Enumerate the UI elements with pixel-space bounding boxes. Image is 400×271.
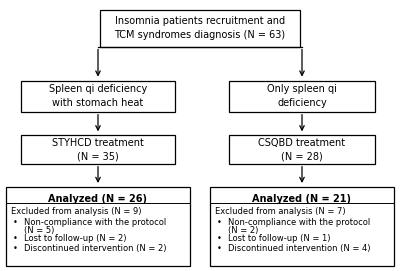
Text: Non-compliance with the protocol: Non-compliance with the protocol <box>24 218 166 227</box>
Text: Excluded from analysis (N = 9): Excluded from analysis (N = 9) <box>11 207 141 216</box>
Bar <box>6 187 190 266</box>
Bar <box>229 81 375 112</box>
Bar <box>21 135 175 164</box>
Text: (N = 5): (N = 5) <box>24 226 54 235</box>
Text: Discontinued intervention (N = 4): Discontinued intervention (N = 4) <box>228 244 370 253</box>
Text: Discontinued intervention (N = 2): Discontinued intervention (N = 2) <box>24 244 166 253</box>
Text: Lost to follow-up (N = 1): Lost to follow-up (N = 1) <box>228 234 330 243</box>
Text: •: • <box>13 244 18 253</box>
Bar <box>100 10 300 47</box>
Bar <box>210 187 394 266</box>
Text: CSQBD treatment
(N = 28): CSQBD treatment (N = 28) <box>258 138 346 162</box>
Text: Only spleen qi
deficiency: Only spleen qi deficiency <box>267 84 337 108</box>
Text: STYHCD treatment
(N = 35): STYHCD treatment (N = 35) <box>52 138 144 162</box>
Text: Insomnia patients recruitment and
TCM syndromes diagnosis (N = 63): Insomnia patients recruitment and TCM sy… <box>114 17 286 40</box>
Text: Lost to follow-up (N = 2): Lost to follow-up (N = 2) <box>24 234 126 243</box>
Text: Analyzed (N = 26): Analyzed (N = 26) <box>48 194 148 204</box>
Text: Excluded from analysis (N = 7): Excluded from analysis (N = 7) <box>215 207 346 216</box>
Text: Spleen qi deficiency
with stomach heat: Spleen qi deficiency with stomach heat <box>49 84 147 108</box>
Text: •: • <box>13 234 18 243</box>
Text: •: • <box>217 234 222 243</box>
Text: Non-compliance with the protocol: Non-compliance with the protocol <box>228 218 370 227</box>
Text: Analyzed (N = 21): Analyzed (N = 21) <box>252 194 352 204</box>
Text: •: • <box>217 244 222 253</box>
Text: (N = 2): (N = 2) <box>228 226 258 235</box>
Bar <box>229 135 375 164</box>
Text: •: • <box>217 218 222 227</box>
Text: •: • <box>13 218 18 227</box>
Bar <box>21 81 175 112</box>
